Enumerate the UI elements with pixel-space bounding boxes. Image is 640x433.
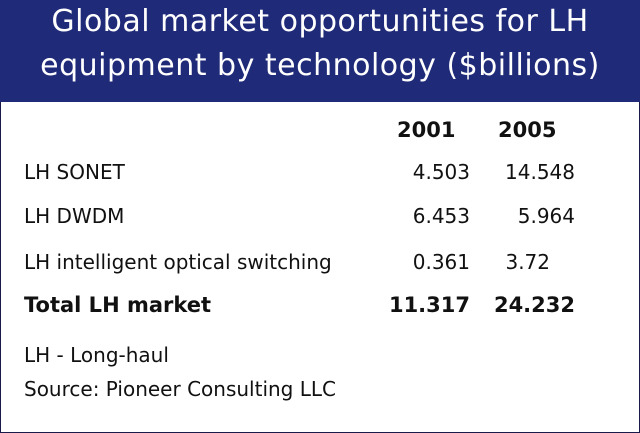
table-row: LH intelligent optical switching 0.361 3… bbox=[0, 247, 640, 277]
value-2001: 0.361 bbox=[412, 250, 470, 274]
total-row: Total LH market 11.317 24.232 bbox=[0, 290, 640, 320]
row-label: LH SONET bbox=[24, 160, 125, 184]
column-header-2001: 2001 bbox=[397, 118, 456, 142]
value-2005: 3.72 bbox=[505, 250, 550, 274]
value-2001: 6.453 bbox=[412, 204, 470, 228]
title-banner: Global market opportunities for LH equip… bbox=[0, 0, 640, 102]
value-2005: 14.548 bbox=[505, 160, 575, 184]
table-row: LH DWDM 6.453 5.964 bbox=[0, 201, 640, 231]
total-2005: 24.232 bbox=[493, 293, 575, 317]
title-line-2: equipment by technology ($billions) bbox=[40, 48, 600, 83]
total-label: Total LH market bbox=[24, 293, 212, 317]
abbreviation-note: LH - Long-haul bbox=[24, 343, 169, 367]
source-note: Source: Pioneer Consulting LLC bbox=[24, 377, 336, 401]
row-label: LH DWDM bbox=[24, 204, 125, 228]
title-line-1: Global market opportunities for LH bbox=[51, 4, 589, 39]
row-label: LH intelligent optical switching bbox=[24, 250, 332, 274]
value-2001: 4.503 bbox=[412, 160, 470, 184]
table-row: LH SONET 4.503 14.548 bbox=[0, 157, 640, 187]
total-2001: 11.317 bbox=[388, 293, 470, 317]
column-header-2005: 2005 bbox=[498, 118, 557, 142]
value-2005: 5.964 bbox=[517, 204, 575, 228]
